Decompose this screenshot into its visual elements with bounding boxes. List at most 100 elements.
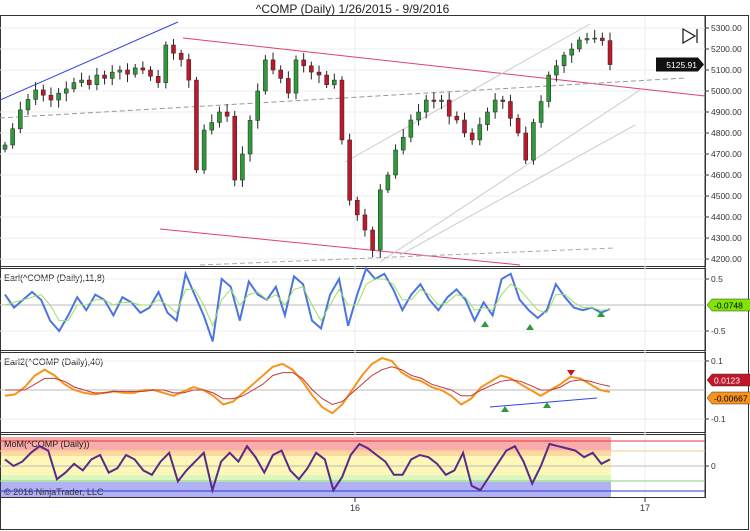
candle [339,79,345,141]
candle [86,79,92,85]
candle [531,122,536,161]
buy-signal-marker [526,324,534,330]
candle [263,59,268,92]
candle [71,82,77,90]
trend-line [159,228,521,266]
candle [270,59,276,71]
candle [446,99,452,117]
last-price-label: 5125.91 [666,60,697,70]
y-tick-label: 4800.00 [711,128,742,138]
indicator-line [4,442,611,495]
candle [64,88,69,94]
buy-signal-marker [543,402,551,408]
candle [286,78,291,94]
y-tick-label: 5000.00 [711,86,742,96]
candle [332,79,337,85]
y-tick-label: 4200.00 [711,254,742,264]
momentum-band [1,450,611,456]
trend-line [344,23,591,163]
y-tick-label: 4900.00 [711,107,742,117]
value-tag [706,373,750,387]
candle [33,89,38,100]
candle [485,111,490,125]
chart-title: ^COMP (Daily) 1/26/2015 - 9/9/2016 [255,2,450,16]
y-tick-label: 4500.00 [711,191,742,201]
candle [125,69,130,75]
candle [569,48,574,56]
trend-line [0,77,686,119]
y-tick-label: 4600.00 [711,170,742,180]
indicator-line [4,278,611,328]
candle [194,79,199,171]
candle [416,111,421,121]
candle [171,44,176,54]
candle [469,132,475,141]
value-tag [706,391,750,405]
trend-line [489,397,598,408]
candle [477,124,483,141]
candle [492,99,498,113]
candle [2,144,8,150]
candle [393,149,398,176]
candle [309,65,314,73]
momentum-band [1,475,611,482]
trend-line [399,124,636,256]
value-tag-label: -0.00667 [714,394,748,404]
x-tick-label: 17 [640,503,650,513]
candle [355,199,360,216]
candle [408,119,414,138]
candle [140,67,146,71]
indicator-line [5,366,611,406]
candle [554,65,559,76]
candle [378,189,383,251]
y-tick-label: 4300.00 [711,233,742,243]
momentum-band [1,482,611,497]
candle [538,101,544,123]
candle [515,118,521,134]
candle [431,99,437,102]
buy-signal-marker [501,406,509,412]
candle [79,79,84,83]
y-tick-label: 0.5 [711,274,723,284]
buy-signal-marker [481,321,489,327]
x-tick-label: 16 [350,503,360,513]
candle [423,99,429,113]
candle [316,71,322,76]
trend-line [182,37,706,97]
trend-line [0,21,179,101]
candle [385,174,391,191]
trend-line [199,247,616,266]
candle [240,153,245,181]
candle [41,89,46,96]
candle [454,115,460,121]
candle [247,120,253,155]
candle [10,128,15,146]
momentum-band [1,437,611,450]
panel-title: Earl2(^COMP (Daily),40) [4,357,103,367]
candle [232,115,237,181]
sell-signal-marker [567,370,575,376]
candle [278,69,283,79]
y-tick-label: 5100.00 [711,65,742,75]
trend-line [379,89,641,263]
buy-signal-marker [597,311,605,317]
candle [362,214,368,231]
candle [224,111,230,117]
candle [592,37,597,40]
panel-title: Earl(^COMP (Daily),11,8) [4,273,105,283]
y-tick-label: 5300.00 [711,23,742,33]
value-tag [706,298,750,312]
candle [600,37,605,41]
candle [324,74,329,85]
candle [577,39,582,50]
y-tick-label: -0.1 [711,414,726,424]
candle [584,38,590,41]
skip-to-end-icon[interactable] [682,27,698,45]
candle [500,99,506,102]
candle [155,76,161,83]
candle [48,94,54,101]
candle [18,109,23,130]
candle [132,67,138,75]
